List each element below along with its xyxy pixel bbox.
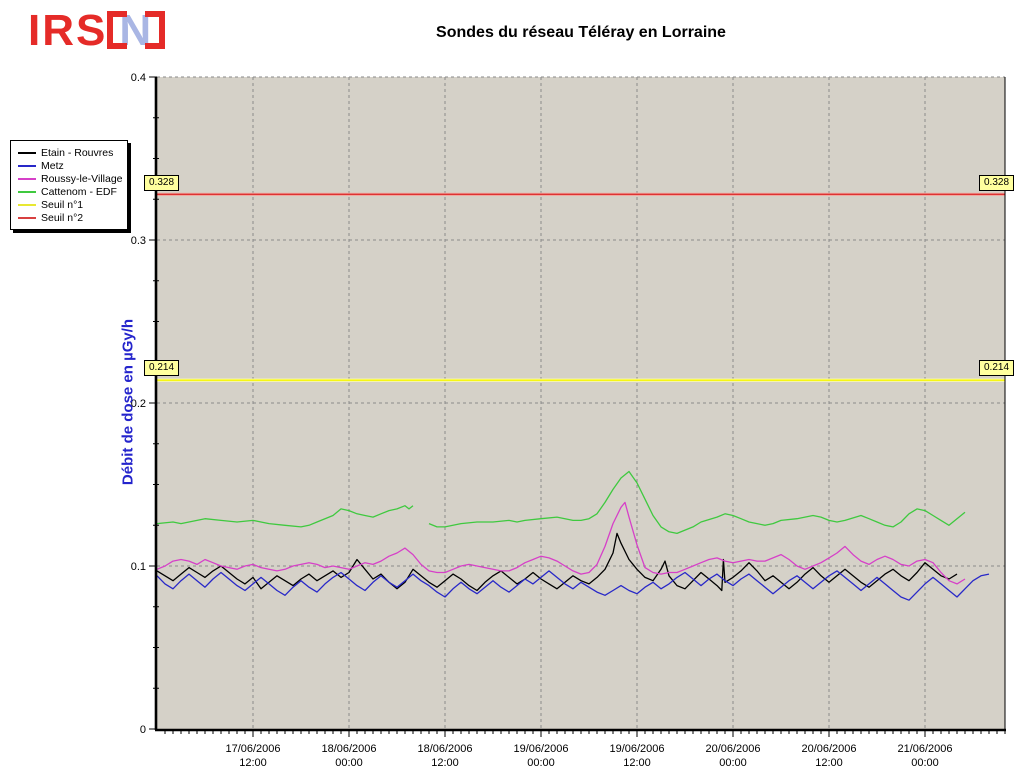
series-line	[156, 505, 414, 528]
line-swatch-icon	[18, 164, 36, 167]
legend-item-seuil-2: Seuil n°2	[18, 211, 127, 224]
irsn-logo-n: N	[107, 8, 166, 54]
irsn-logo-right-bracket	[145, 11, 166, 49]
x-tick-date-label: 20/06/2006	[705, 743, 760, 755]
x-tick-time-label: 12:00	[623, 757, 651, 768]
irsn-logo-left-bracket	[107, 11, 128, 49]
legend-item-cattenom-edf: Cattenom - EDF	[18, 185, 127, 198]
legend-label: Metz	[41, 159, 64, 172]
legend-label: Cattenom - EDF	[41, 185, 117, 198]
legend-label: Roussy-le-Village	[41, 172, 123, 185]
series-line	[156, 532, 958, 592]
threshold-badge-seuil2-left: 0.328	[144, 175, 180, 191]
x-tick-date-label: 17/06/2006	[225, 743, 280, 755]
line-swatch-icon	[18, 177, 36, 180]
y-axis-label: Débit de dose en µGy/h	[119, 318, 137, 486]
series-line	[156, 501, 966, 585]
x-tick-time-label: 00:00	[335, 757, 363, 768]
line-swatch-icon	[18, 190, 36, 193]
chart-title: Sondes du réseau Téléray en Lorraine	[436, 24, 726, 41]
line-swatch-icon	[18, 216, 36, 219]
legend-label: Etain - Rouvres	[41, 146, 114, 159]
legend-item-seuil-1: Seuil n°1	[18, 198, 127, 211]
x-tick-time-label: 12:00	[815, 757, 843, 768]
x-tick-date-label: 21/06/2006	[897, 743, 952, 755]
x-tick-date-label: 19/06/2006	[513, 743, 568, 755]
legend-item-roussy-le-village: Roussy-le-Village	[18, 172, 127, 185]
y-tick-label: 0.1	[131, 561, 146, 573]
y-tick-label: 0.3	[131, 235, 146, 247]
x-tick-date-label: 18/06/2006	[321, 743, 376, 755]
x-tick-time-label: 12:00	[239, 757, 267, 768]
legend-box: Etain - Rouvres Metz Roussy-le-Village C…	[10, 140, 128, 230]
legend-item-metz: Metz	[18, 159, 127, 172]
y-tick-label: 0.4	[131, 72, 146, 84]
plot-area	[157, 77, 1005, 729]
y-tick-label: 0.2	[131, 398, 146, 410]
x-tick-time-label: 00:00	[719, 757, 747, 768]
legend-label: Seuil n°1	[41, 198, 84, 211]
x-tick-date-label: 18/06/2006	[417, 743, 472, 755]
y-tick-label: 0	[140, 724, 146, 736]
x-tick-time-label: 00:00	[527, 757, 555, 768]
threshold-badge-seuil2-right: 0.328	[979, 175, 1015, 191]
line-swatch-icon	[18, 151, 36, 154]
series-line	[428, 470, 966, 535]
legend-label: Seuil n°2	[41, 211, 84, 224]
legend-item-etain-rouvres: Etain - Rouvres	[18, 146, 127, 159]
series-line	[156, 570, 990, 601]
x-tick-time-label: 00:00	[911, 757, 939, 768]
x-tick-time-label: 12:00	[431, 757, 459, 768]
x-tick-date-label: 19/06/2006	[609, 743, 664, 755]
threshold-badge-seuil1-left: 0.214	[144, 360, 180, 376]
irsn-logo: IRS N	[28, 6, 166, 56]
x-tick-date-label: 20/06/2006	[801, 743, 856, 755]
threshold-badge-seuil1-right: 0.214	[979, 360, 1015, 376]
line-swatch-icon	[18, 203, 36, 206]
irsn-logo-letters: IRS	[28, 6, 108, 55]
